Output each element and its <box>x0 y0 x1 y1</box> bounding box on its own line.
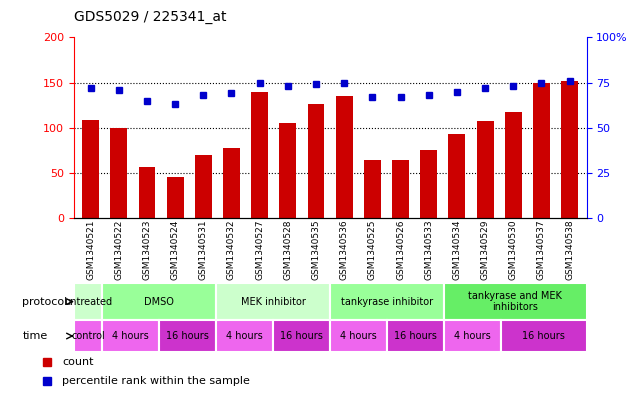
Text: GDS5029 / 225341_at: GDS5029 / 225341_at <box>74 9 226 24</box>
Bar <box>74 283 102 320</box>
Text: 4 hours: 4 hours <box>340 331 377 341</box>
Bar <box>195 155 212 218</box>
Bar <box>216 283 330 320</box>
Text: 4 hours: 4 hours <box>112 331 149 341</box>
Bar <box>74 320 102 352</box>
Bar <box>561 81 578 218</box>
Text: tankyrase inhibitor: tankyrase inhibitor <box>341 297 433 307</box>
Bar <box>279 123 296 218</box>
Text: 16 hours: 16 hours <box>166 331 209 341</box>
Bar <box>501 320 587 352</box>
Bar <box>449 134 465 218</box>
Bar <box>392 160 409 218</box>
Bar <box>477 121 494 218</box>
Bar <box>330 320 387 352</box>
Bar <box>505 112 522 218</box>
Text: tankyrase and MEK
inhibitors: tankyrase and MEK inhibitors <box>469 291 562 312</box>
Text: 16 hours: 16 hours <box>522 331 565 341</box>
Bar <box>138 167 155 218</box>
Bar <box>159 320 216 352</box>
Bar <box>308 104 324 218</box>
Bar <box>223 148 240 218</box>
Bar <box>444 283 587 320</box>
Bar <box>273 320 330 352</box>
Bar <box>533 83 550 218</box>
Bar <box>102 320 159 352</box>
Bar <box>167 176 183 218</box>
Bar <box>420 150 437 218</box>
Text: MEK inhibitor: MEK inhibitor <box>241 297 306 307</box>
Text: 16 hours: 16 hours <box>394 331 437 341</box>
Bar <box>251 92 268 218</box>
Text: untreated: untreated <box>64 297 112 307</box>
Bar <box>110 128 128 218</box>
Text: DMSO: DMSO <box>144 297 174 307</box>
Text: time: time <box>22 331 47 341</box>
Text: protocol: protocol <box>22 297 68 307</box>
Text: control: control <box>71 331 105 341</box>
Bar <box>102 283 216 320</box>
Text: percentile rank within the sample: percentile rank within the sample <box>62 376 250 386</box>
Text: 4 hours: 4 hours <box>226 331 263 341</box>
Text: 4 hours: 4 hours <box>454 331 491 341</box>
Bar <box>444 320 501 352</box>
Text: count: count <box>62 356 94 367</box>
Bar <box>216 320 273 352</box>
Bar <box>82 121 99 218</box>
Text: 16 hours: 16 hours <box>280 331 323 341</box>
Bar <box>330 283 444 320</box>
Bar <box>387 320 444 352</box>
Bar <box>336 96 353 218</box>
Bar <box>364 160 381 218</box>
